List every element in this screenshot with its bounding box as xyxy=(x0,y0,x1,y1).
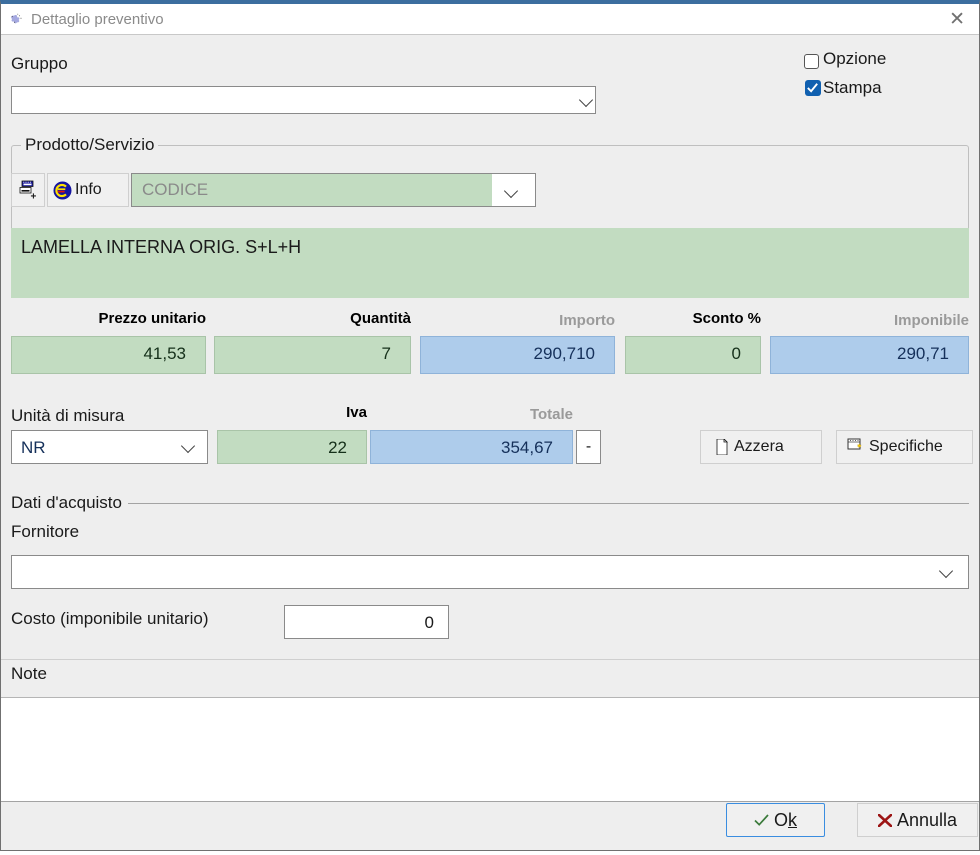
svg-text:+: + xyxy=(31,192,37,201)
